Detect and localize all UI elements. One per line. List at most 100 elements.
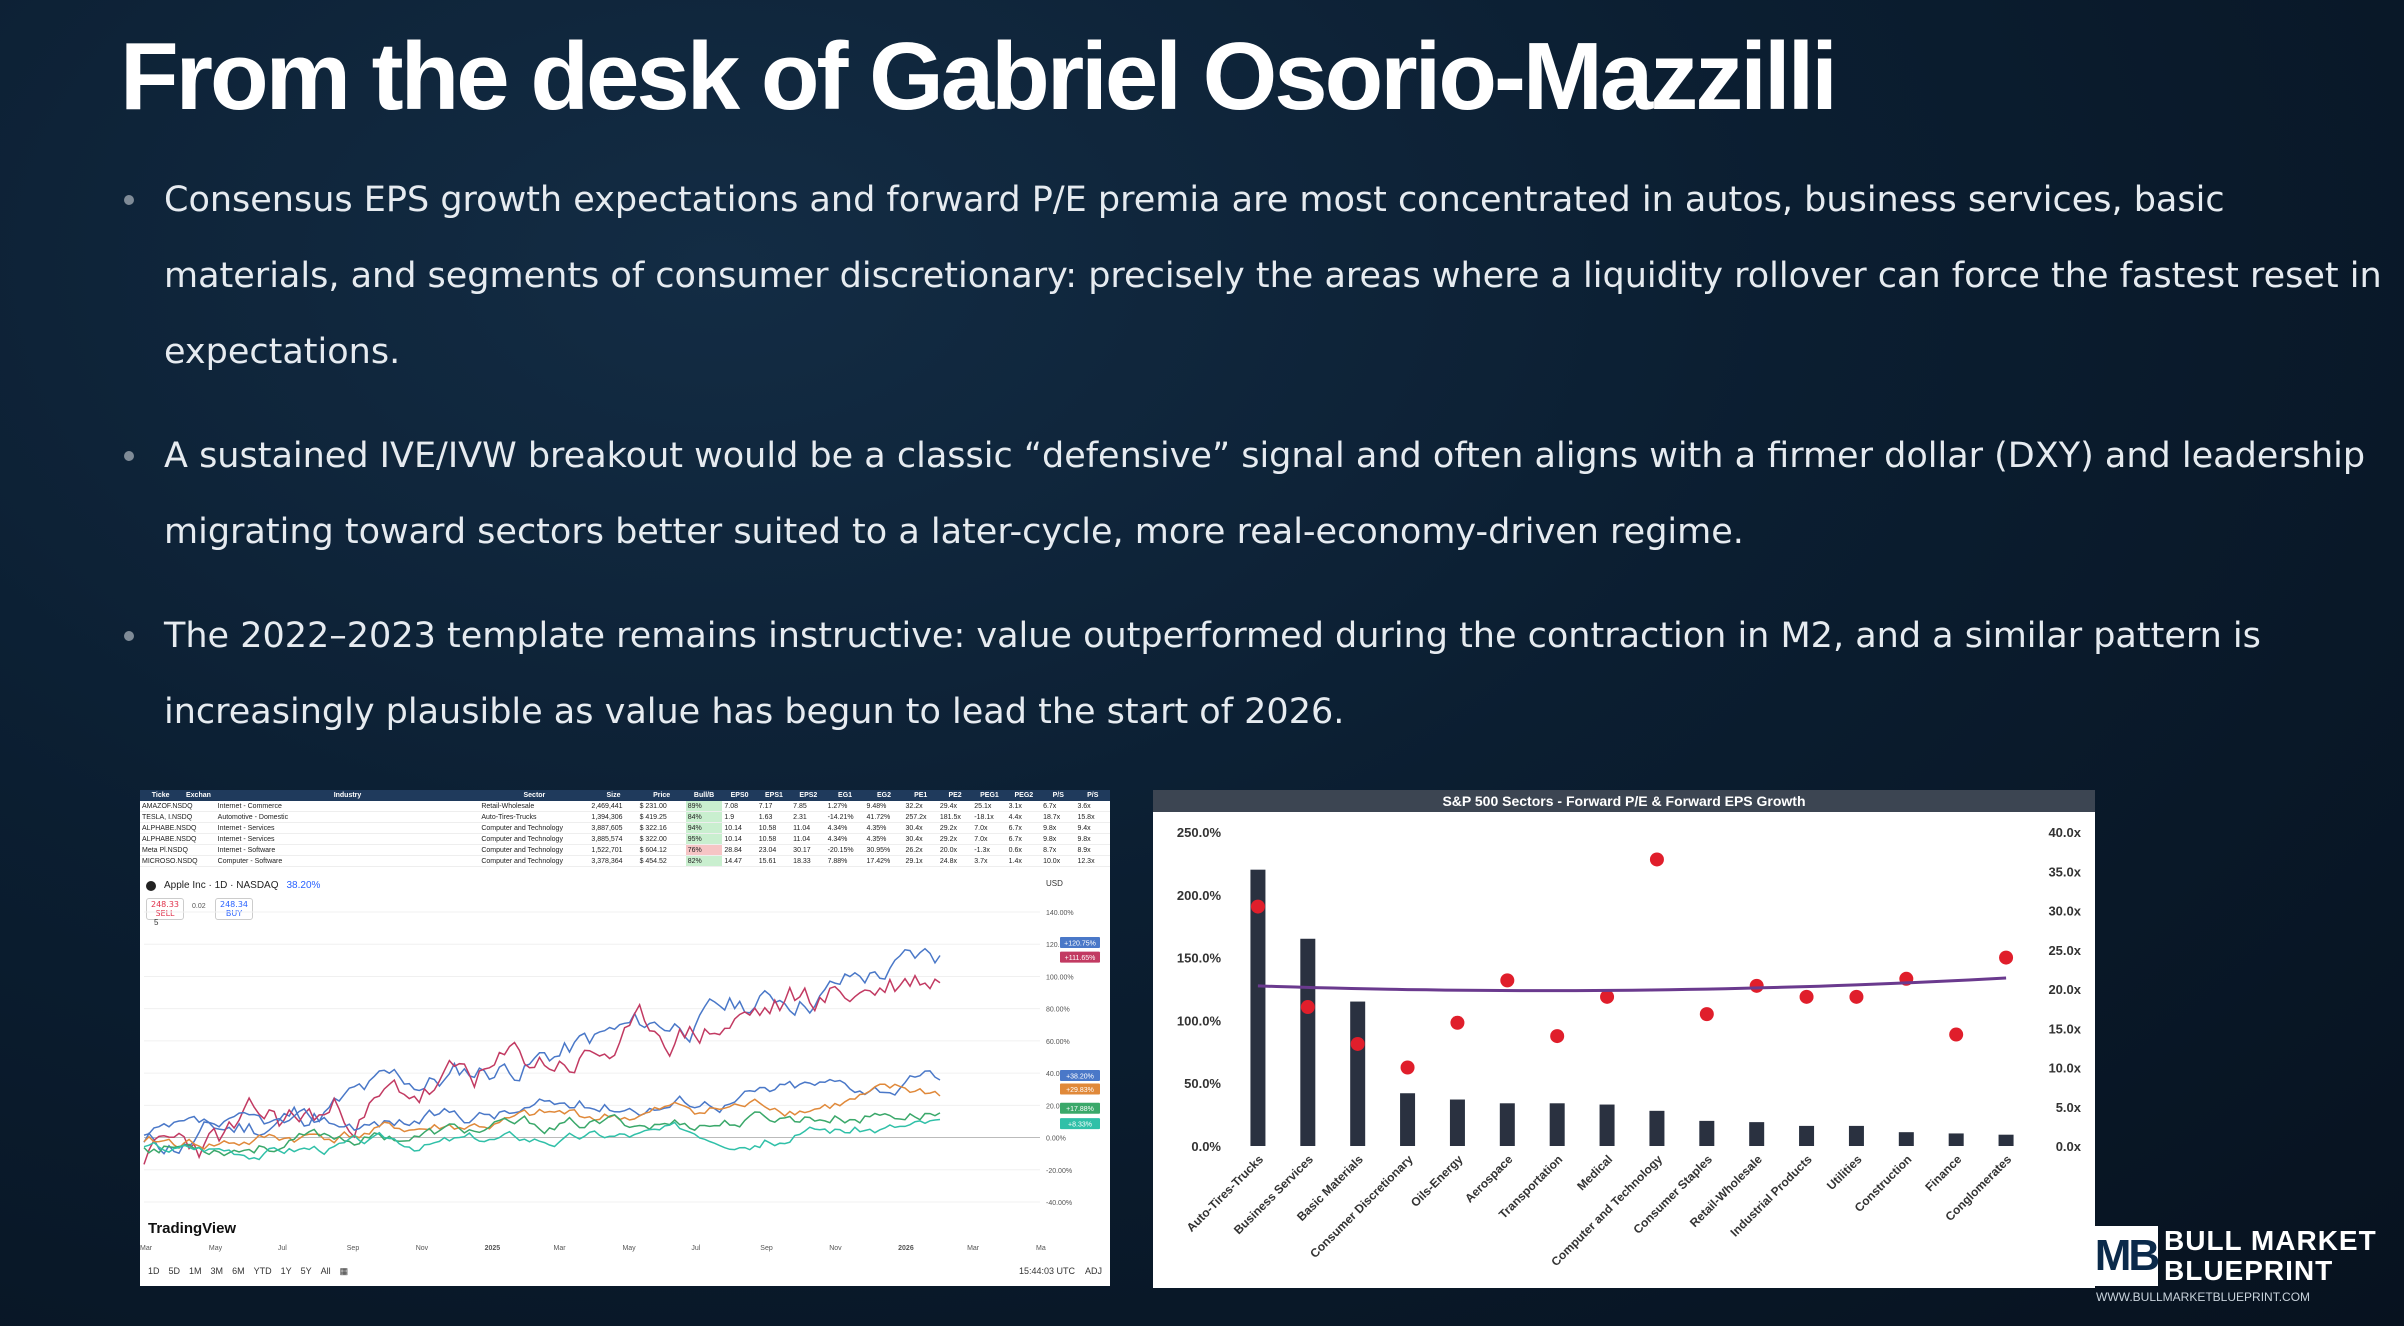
table-cell: 1,522,701 [589, 844, 638, 856]
x-tick-label: 2025 [485, 1245, 501, 1252]
buy-button[interactable]: 248.34 BUY [215, 898, 253, 920]
table-cell: -20.15% [825, 844, 865, 856]
sell-button[interactable]: 248.33 SELL [146, 898, 184, 920]
table-row[interactable]: ALPHABE.NSDQ Internet - Services Computer … [140, 822, 1110, 834]
screener-header-cell[interactable]: EPS0 [722, 790, 757, 801]
table-cell: 7.85 [791, 801, 826, 812]
y-right-tick-label: 15.0x [2048, 1021, 2081, 1036]
range-button-ytd[interactable]: YTD [253, 1266, 272, 1276]
range-toolbar: 1D 5D 1M 3M 6M YTD 1Y 5Y All ▦ [148, 1266, 348, 1277]
table-cell: 18.7x [1041, 811, 1076, 823]
pe-dot [1699, 1007, 1714, 1022]
table-cell: 14.47 [722, 855, 757, 867]
screener-header-cell[interactable]: EPS2 [791, 790, 826, 801]
bar [1898, 1132, 1914, 1146]
range-button-6m[interactable]: 6M [232, 1266, 245, 1276]
table-cell: 11.04 [791, 822, 826, 834]
value-badge [1060, 951, 1100, 963]
screener-header-cell[interactable]: Price [637, 790, 686, 801]
y-right-tick-label: 40.0x [2048, 825, 2081, 840]
y-right-tick-label: 5.0x [2056, 1100, 2082, 1115]
range-button-all[interactable]: All [320, 1266, 331, 1276]
chart-title: S&P 500 Sectors - Forward P/E & Forward … [1442, 793, 1805, 809]
screener-header-cell[interactable]: Industry [215, 790, 480, 801]
symbol-label[interactable]: Apple Inc · 1D · NASDAQ [164, 880, 279, 891]
table-cell: 181.5x [937, 811, 973, 823]
table-cell: -1.3x [972, 844, 1007, 856]
bar [1848, 1125, 1864, 1146]
pe-dot [1300, 1000, 1315, 1015]
screener-header-cell[interactable]: EPS1 [756, 790, 792, 801]
y-right-tick-label: 35.0x [2048, 864, 2081, 879]
x-tick-label: Mar [554, 1245, 567, 1252]
y-left-tick-label: 100.0% [1177, 1013, 1222, 1028]
pe-dot [1350, 1036, 1365, 1051]
trend-line [1257, 976, 2007, 993]
screener-header-cell[interactable]: P/S [1041, 790, 1076, 801]
range-button-5d[interactable]: 5D [168, 1266, 181, 1276]
table-cell: 29.2x [937, 833, 973, 845]
table-cell: 7.08 [722, 801, 757, 812]
indicator-count[interactable]: 5 [154, 918, 159, 927]
table-row[interactable]: ALPHABE.NSDQ Internet - Services Computer … [140, 833, 1110, 845]
screener-header-cell[interactable]: PEG2 [1006, 790, 1042, 801]
range-button-1d[interactable]: 1D [148, 1266, 160, 1276]
table-cell: 1.27% [825, 801, 865, 812]
comparison-line-chart[interactable]: 140.00% 120.00% 100.00% 80.00% 60.00% 40.00% 2… [140, 872, 1110, 1262]
value-badge [1060, 1083, 1100, 1095]
pe-dot [1400, 1060, 1415, 1075]
series-line [143, 1111, 941, 1157]
screener-header-cell[interactable]: PE1 [903, 790, 938, 801]
table-cell: 7.0x [972, 833, 1007, 845]
x-tick-label: Nov [416, 1245, 429, 1252]
screener-header-cell[interactable]: EG1 [825, 790, 865, 801]
y-left-tick-label: 200.0% [1177, 888, 1222, 903]
brand-line-1: BULL MARKET [2164, 1225, 2377, 1256]
chart-title-bar [1153, 790, 2095, 812]
table-cell: 7.0x [972, 822, 1007, 834]
table-cell: 11.04 [791, 833, 826, 845]
tradingview-screenshot: Ticke Exchan Industry Sector Size Price Bull/B… [140, 790, 1110, 1286]
table-cell: $ 231.00 [637, 801, 686, 812]
screener-header-cell[interactable]: Sector [479, 790, 590, 801]
table-cell: Computer and Technology [479, 822, 590, 834]
bullet-list: Consensus EPS growth expectations and fo… [122, 162, 2392, 778]
table-cell: 257.2x [903, 811, 938, 823]
screener-header-cell[interactable]: P/S [1075, 790, 1110, 801]
y-right-tick-label: 30.0x [2048, 904, 2081, 919]
table-cell: ALPHABE.NSDQ [140, 833, 216, 845]
range-button-1y[interactable]: 1Y [280, 1266, 292, 1276]
table-cell: Auto-Tires-Trucks [479, 811, 590, 823]
table-row[interactable]: AMAZOF.NSDQ Internet - Commerce Retail-Who… [140, 801, 1110, 812]
table-cell: 30.4x [903, 833, 938, 845]
brand-url: WWW.BULLMARKETBLUEPRINT.COM [2096, 1290, 2311, 1304]
sector-pe-eps-chart: S&P 500 Sectors - Forward P/E & Forward … [1153, 790, 2095, 1288]
screener-header-cell[interactable]: Exchan [181, 790, 216, 801]
range-button-5y[interactable]: 5Y [300, 1266, 312, 1276]
bar [1350, 1001, 1366, 1146]
table-cell: 4.34% [825, 833, 865, 845]
table-row[interactable]: Meta Pl.NSDQ Internet - Software Computer … [140, 844, 1110, 856]
screener-header-cell[interactable]: EG2 [864, 790, 904, 801]
table-row[interactable]: TESLA, I.NSDQ Automotive - Domestic Auto-T… [140, 811, 1110, 823]
screener-header-cell[interactable]: Bull/B [685, 790, 723, 801]
range-button-1m[interactable]: 1M [189, 1266, 202, 1276]
table-cell: 6.7x [1006, 822, 1042, 834]
screener-header-cell[interactable]: Size [589, 790, 638, 801]
bar [1599, 1104, 1615, 1146]
calendar-icon[interactable]: ▦ [339, 1266, 349, 1276]
table-cell: 9.8x [1041, 833, 1076, 845]
screener-header-cell[interactable]: PE2 [937, 790, 973, 801]
table-cell: Internet - Services [215, 822, 480, 834]
pe-dot [1949, 1027, 1964, 1042]
table-row[interactable]: MICROSO.NSDQ Computer - Software Computer … [140, 855, 1110, 867]
table-cell: 0.6x [1006, 844, 1042, 856]
adj-toggle[interactable]: ADJ [1084, 1266, 1102, 1276]
table-cell: 3,885,574 [589, 833, 638, 845]
screener-header-cell[interactable]: PEG1 [972, 790, 1007, 801]
screener-header-cell[interactable]: Ticke [140, 790, 182, 801]
table-cell: 25.1x [972, 801, 1007, 812]
table-cell: 26.2x [903, 844, 938, 856]
range-button-3m[interactable]: 3M [210, 1266, 224, 1276]
value-badge [1060, 1118, 1100, 1130]
